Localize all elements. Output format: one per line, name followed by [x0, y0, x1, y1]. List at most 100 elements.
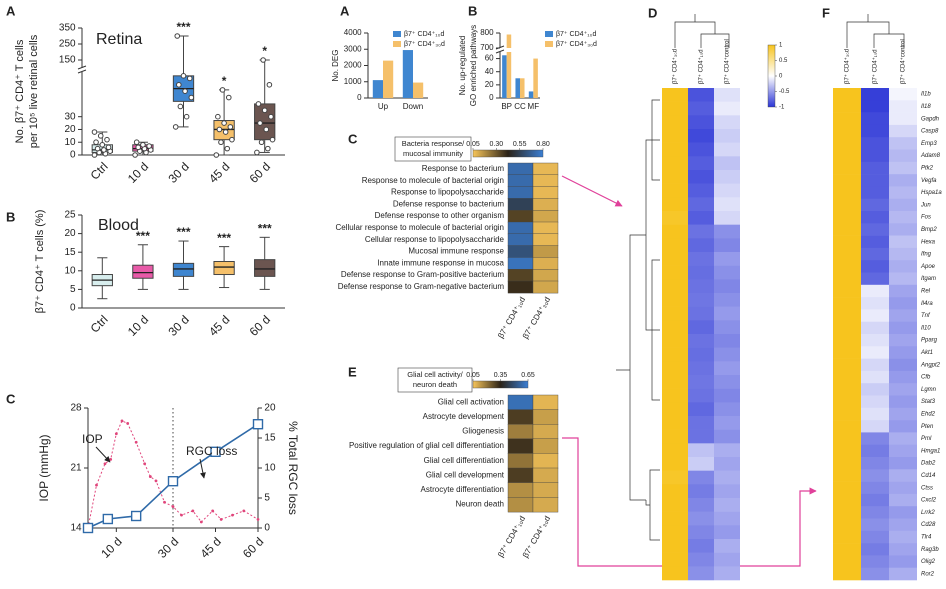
data-point	[227, 124, 234, 130]
x-tick-label: 10 d	[125, 312, 151, 338]
heatmap-cell	[662, 566, 688, 581]
heatmap-cell	[662, 402, 688, 417]
heatmap-cell	[532, 467, 559, 484]
data-point	[140, 141, 146, 148]
heatmap-cell	[889, 567, 917, 581]
heatmap-cell	[714, 347, 740, 362]
y-tick-label: 20	[64, 124, 76, 135]
marker	[130, 510, 142, 522]
heatmap-cell	[662, 142, 688, 157]
marker	[210, 446, 221, 457]
box	[132, 264, 154, 279]
heatmap-cell	[889, 149, 917, 163]
significance: ***	[217, 231, 231, 245]
significance: ***	[136, 229, 150, 243]
panel-label: A	[6, 3, 16, 18]
heatmap-cell	[889, 137, 917, 150]
heatmap-cell	[532, 497, 559, 513]
heatmap-cell	[507, 497, 534, 513]
y-tick-label: 0	[70, 150, 76, 161]
annotation-arrow	[95, 446, 111, 463]
heatmap-cell	[889, 457, 917, 470]
data-point	[182, 88, 188, 94]
heatmap-cell	[833, 284, 861, 298]
marker	[95, 483, 98, 487]
heatmap-cell	[833, 186, 861, 199]
heatmap-cell	[833, 444, 861, 458]
heatmap-cell	[714, 388, 740, 403]
annotation: IOP	[82, 432, 103, 446]
colorbar-tick-label: 0.05	[466, 141, 480, 148]
heatmap-cell	[714, 498, 740, 512]
row-label: Il1b	[921, 92, 931, 98]
heatmap-cell	[662, 498, 688, 512]
y-tick-label: 28	[70, 403, 82, 414]
heatmap-cell	[861, 567, 889, 581]
heatmap-cell	[714, 156, 740, 171]
heatmap-cell	[861, 223, 889, 236]
row-label: Ctss	[921, 485, 933, 491]
data-point	[174, 33, 181, 39]
heatmap-cell	[833, 518, 861, 532]
heatmap-cell	[889, 334, 917, 347]
data-point	[260, 57, 266, 63]
heatmap-cell	[662, 101, 688, 116]
heatmap-cell	[532, 409, 559, 425]
marker	[148, 475, 152, 478]
title-box	[397, 367, 473, 393]
y-tick-label: 250	[59, 39, 76, 50]
legend-label: β7⁺ CD4⁺₁₀d	[404, 31, 445, 38]
heatmap-cell	[688, 211, 714, 225]
row-label: Response to molecule of bacterial origin	[362, 176, 504, 185]
heatmap-cell	[714, 416, 740, 430]
axis-label: per 10⁵ live retinal cells	[28, 34, 40, 148]
box	[254, 103, 276, 141]
x-tick-label: BP	[501, 102, 512, 111]
row-label: Cd28	[921, 522, 936, 528]
heatmap-cell	[833, 469, 861, 482]
heatmap-cell	[889, 100, 917, 113]
row-label: Cfb	[921, 375, 931, 381]
heatmap-cell	[861, 161, 889, 175]
row-label: Il4ra	[921, 301, 933, 307]
heatmap-cell	[833, 567, 861, 581]
row-label: Jun	[920, 202, 931, 208]
heatmap-cell	[688, 129, 714, 143]
marker	[120, 419, 124, 423]
heatmap-cell	[833, 247, 861, 261]
marker	[219, 518, 223, 521]
heatmap-cell	[507, 269, 534, 282]
heatmap-cell	[833, 260, 861, 273]
data-point	[225, 94, 232, 101]
heatmap-cell	[833, 272, 861, 286]
heatmap-cell	[889, 555, 917, 568]
heatmap-cell	[662, 238, 688, 253]
heatmap-cell	[532, 198, 559, 211]
data-point	[176, 81, 182, 88]
heatmap-cell	[688, 170, 714, 184]
heatmap-title: Bacteria response/	[402, 139, 465, 148]
heatmap-cell	[688, 224, 714, 239]
bar	[372, 80, 383, 98]
heatmap-cell	[833, 407, 861, 421]
heatmap-cell	[861, 309, 889, 322]
heatmap-cell	[662, 470, 688, 485]
heatmap-cell	[532, 245, 559, 258]
heatmap-cell	[861, 186, 889, 199]
heatmap-cell	[714, 88, 740, 102]
heatmap-cell	[861, 346, 889, 359]
y-tick-label: 0	[264, 523, 270, 534]
heatmap-cell	[889, 284, 917, 298]
legend-swatch	[545, 31, 553, 37]
heatmap-cell	[688, 429, 714, 444]
marker	[180, 513, 183, 517]
data-point	[177, 103, 184, 110]
marker	[191, 509, 195, 513]
heatmap-cell	[889, 272, 917, 286]
axis-label: GO enriched pathways	[469, 25, 478, 106]
data-point	[269, 136, 276, 143]
heatmap-cell	[861, 469, 889, 482]
y-tick-label: 20	[264, 403, 276, 414]
marker	[167, 476, 179, 487]
